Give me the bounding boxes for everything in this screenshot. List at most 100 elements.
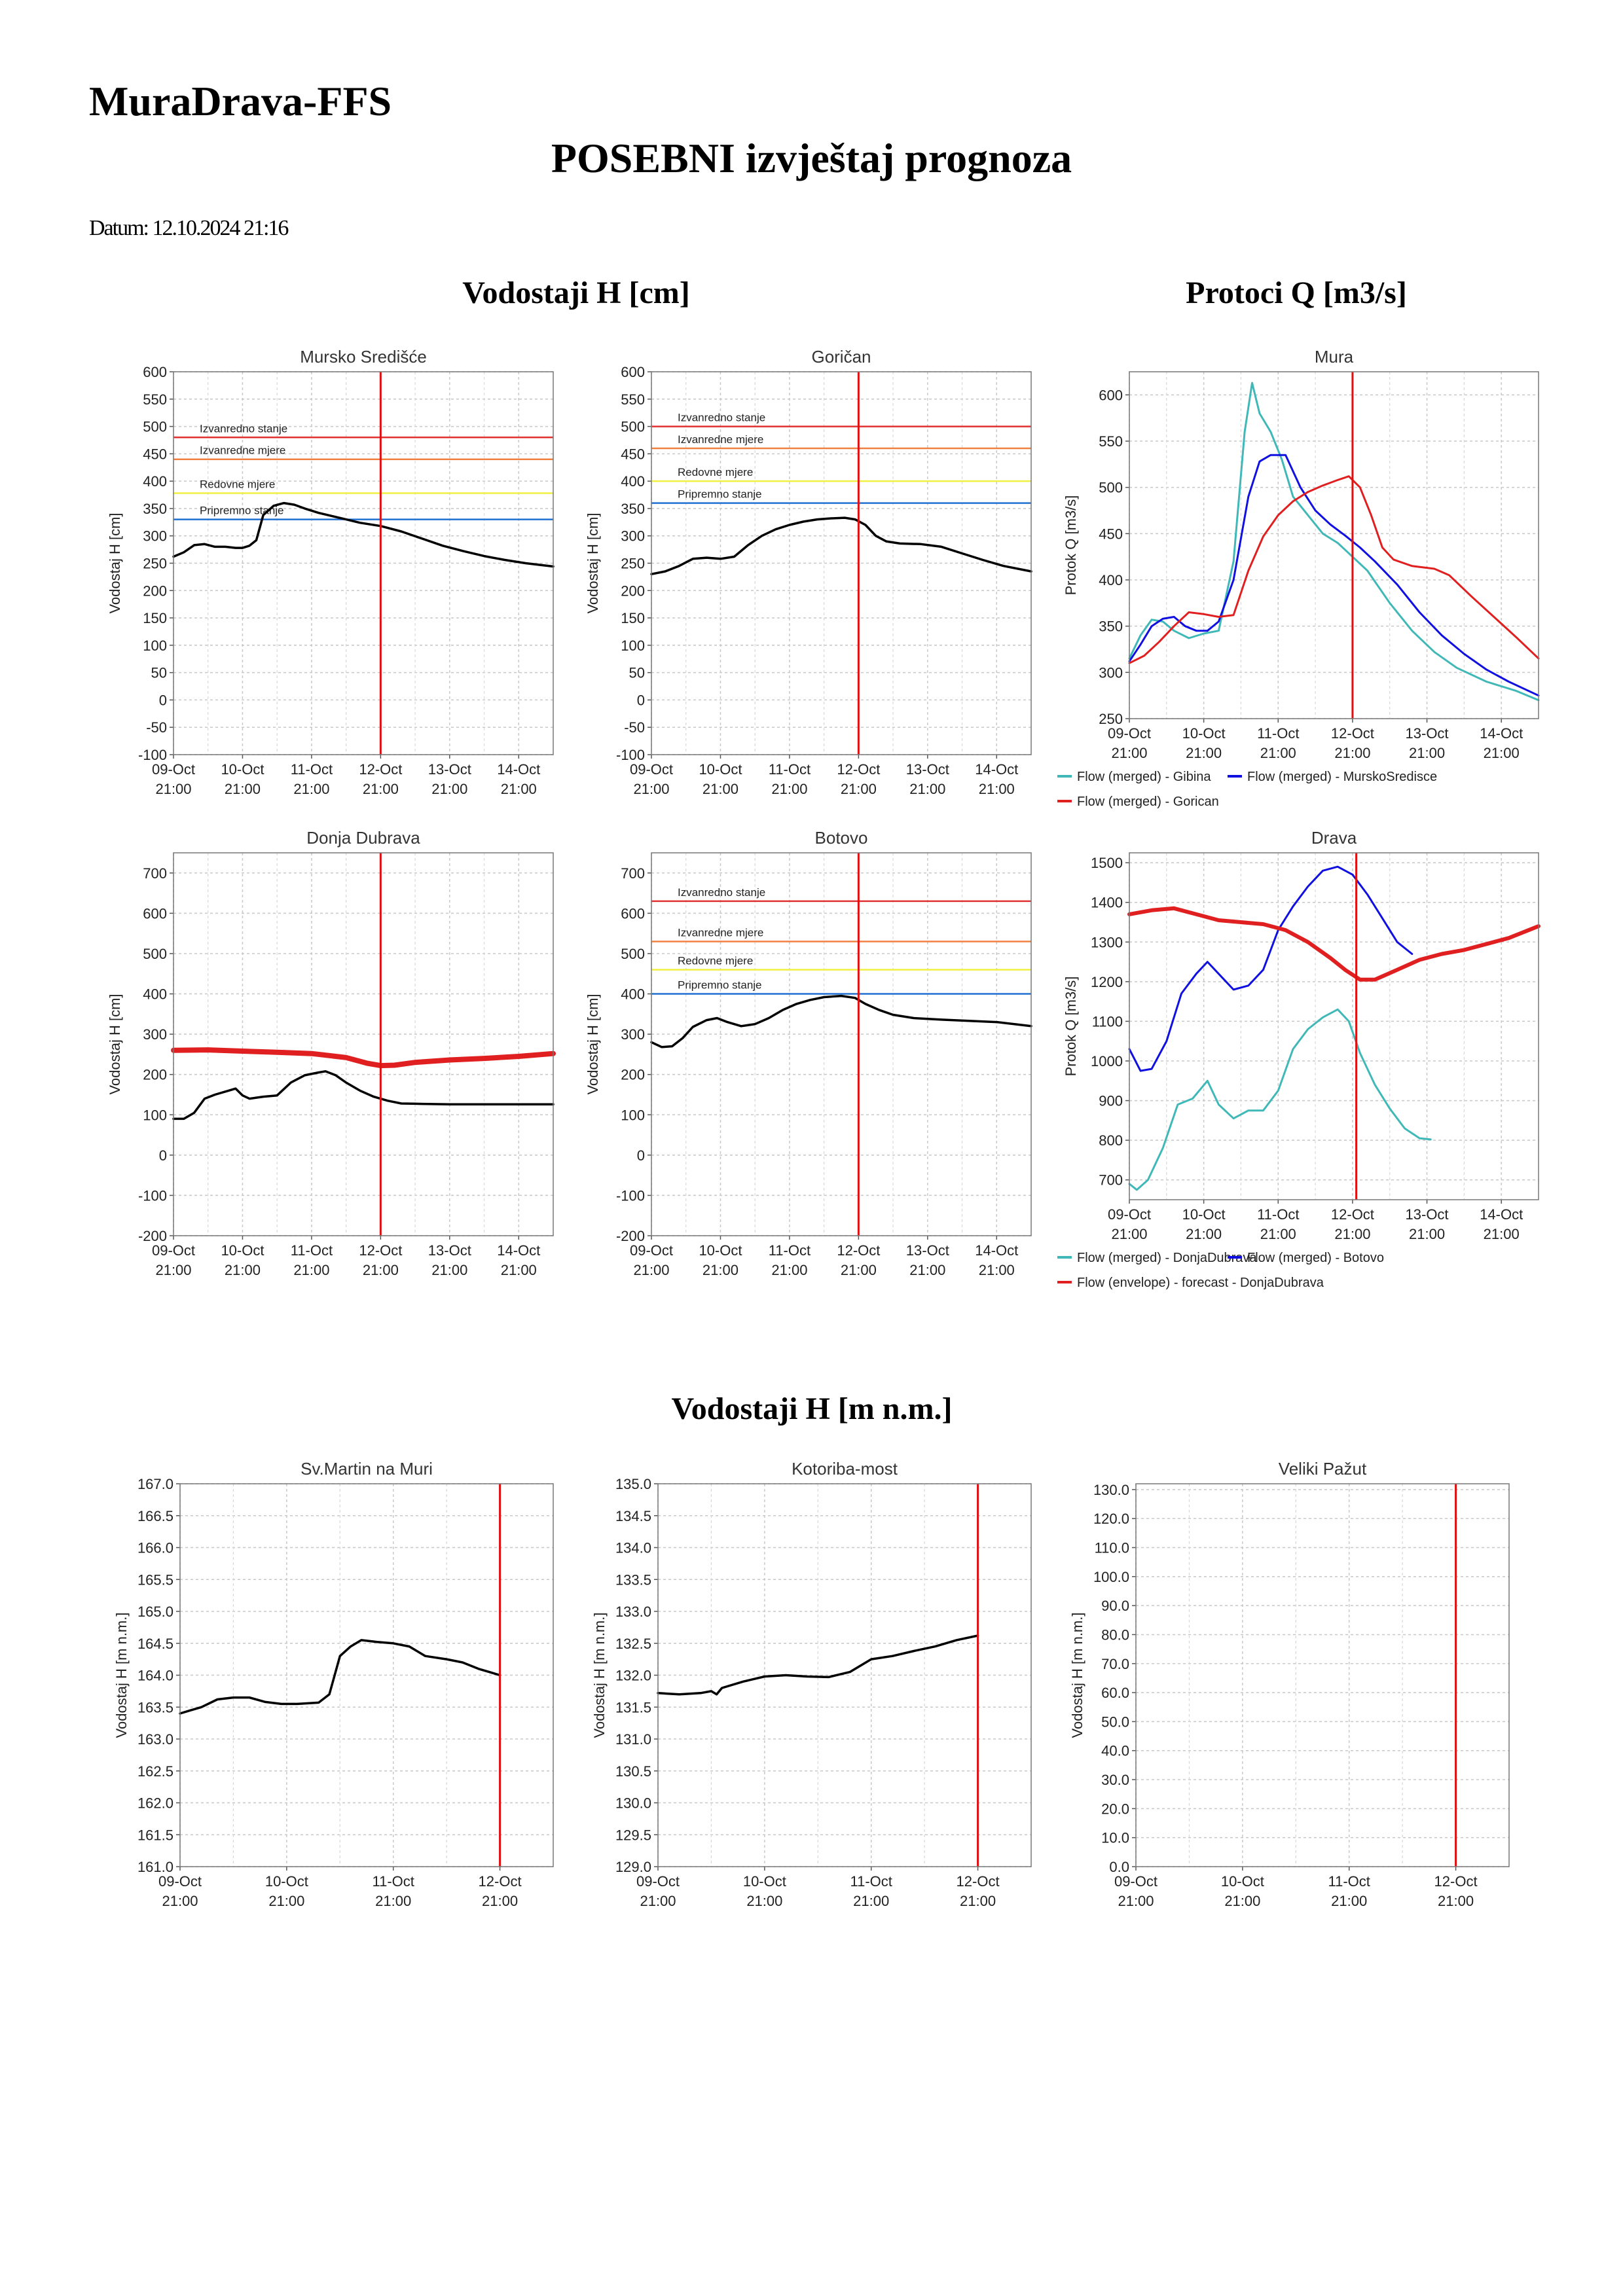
y-tick-label: 150	[143, 610, 167, 626]
y-tick-label: 162.0	[137, 1795, 173, 1812]
x-tick-label: 21:00	[375, 1893, 411, 1909]
y-tick-label: 100	[621, 1107, 645, 1123]
x-tick-label: 11-Oct	[291, 761, 333, 778]
x-tick-label: 11-Oct	[373, 1873, 414, 1890]
x-tick-label: 10-Oct	[221, 1242, 264, 1259]
x-tick-label: 10-Oct	[221, 761, 264, 778]
y-axis-label: Vodostaj H [m n.m.]	[1069, 1613, 1085, 1738]
y-tick-label: 134.5	[615, 1508, 651, 1524]
x-tick-label: 21:00	[482, 1893, 518, 1909]
y-tick-label: 0	[637, 1147, 645, 1164]
x-tick-label: 21:00	[431, 781, 467, 797]
x-tick-label: 13-Oct	[428, 761, 471, 778]
series-line-0	[1128, 1008, 1432, 1191]
series-line-1	[1128, 865, 1413, 1072]
y-tick-label: 700	[621, 865, 645, 882]
x-tick-label: 21:00	[1409, 745, 1445, 761]
x-tick-label: 21:00	[1438, 1893, 1474, 1909]
y-tick-label: 900	[1099, 1093, 1123, 1109]
x-tick-label: 10-Oct	[699, 761, 742, 778]
x-tick-label: 21:00	[1111, 1226, 1147, 1242]
chart-mursko: Mursko Središće -100 -50 0 50 100 150 200 250 300…	[107, 347, 555, 797]
y-tick-label: 90.0	[1101, 1598, 1129, 1614]
y-tick-label: 300	[143, 528, 167, 545]
x-tick-label: 14-Oct	[1480, 1206, 1523, 1223]
x-tick-label: 21:00	[431, 1262, 467, 1278]
x-tick-label: 21:00	[702, 781, 739, 797]
y-tick-label: 50	[629, 665, 645, 681]
y-tick-label: 110.0	[1095, 1540, 1129, 1556]
plot-frame	[651, 852, 1032, 1236]
plot-frame	[657, 1483, 1032, 1867]
x-tick-label: 21:00	[162, 1893, 198, 1909]
chart-botovo: Botovo -200 -100 0 100 200 300 400 500 600 700 09-O…	[585, 828, 1032, 1278]
y-tick-label: 1200	[1091, 974, 1123, 990]
x-tick-label: 09-Oct	[1108, 1206, 1151, 1223]
x-tick-label: 13-Oct	[428, 1242, 471, 1259]
y-tick-label: 1500	[1091, 855, 1123, 871]
plot-area	[1129, 372, 1539, 719]
x-tick-label: 21:00	[1260, 1226, 1296, 1242]
x-tick-label: 21:00	[1331, 1893, 1367, 1909]
y-tick-label: 0	[159, 692, 167, 708]
x-tick-label: 11-Oct	[1257, 1206, 1299, 1223]
x-tick-label: 21:00	[1186, 1226, 1222, 1242]
y-tick-label: 150	[621, 610, 645, 626]
y-tick-label: 60.0	[1101, 1685, 1129, 1701]
y-tick-label: 250	[621, 556, 645, 572]
legend-item: Flow (merged) - DonjaDubrava	[1077, 1251, 1257, 1265]
threshold-label: Izvanredne mjere	[200, 444, 285, 457]
y-tick-label: 0.0	[1109, 1859, 1129, 1875]
y-tick-label: 162.5	[137, 1763, 173, 1780]
y-tick-label: 450	[621, 446, 645, 462]
series-line-0	[650, 516, 1032, 575]
y-tick-label: 10.0	[1101, 1830, 1129, 1846]
y-tick-label: 400	[143, 986, 167, 1003]
y-tick-label: 132.5	[615, 1636, 651, 1652]
y-tick-label: 600	[143, 364, 167, 380]
x-tick-label: 21:00	[155, 781, 191, 797]
plot-frame	[1135, 1483, 1510, 1867]
y-tick-label: 550	[621, 391, 645, 408]
plot-frame	[1129, 371, 1539, 719]
chart-donja-dubrava: Donja Dubrava -200 -100 0 100 200 300 400 500 600…	[107, 828, 556, 1278]
x-tick-label: 21:00	[293, 1262, 329, 1278]
x-tick-label: 12-Oct	[837, 1242, 880, 1259]
x-tick-label: 11-Oct	[291, 1242, 333, 1259]
x-tick-label: 12-Oct	[957, 1873, 1000, 1890]
y-tick-label: 1100	[1092, 1013, 1123, 1030]
y-tick-label: 100	[143, 637, 167, 654]
chart-title: Botovo	[815, 828, 868, 848]
x-tick-label: 12-Oct	[359, 1242, 402, 1259]
x-tick-label: 21:00	[633, 1262, 669, 1278]
x-tick-label: 21:00	[225, 1262, 261, 1278]
chart-title: Sv.Martin na Muri	[301, 1459, 433, 1479]
series-line-2	[1127, 906, 1541, 982]
y-tick-label: -100	[138, 1187, 167, 1204]
y-tick-label: 500	[1099, 480, 1123, 496]
threshold-label: Redovne mjere	[678, 466, 753, 478]
chart-veliki-pazut: Veliki Pažut 0.0 10.0 20.0 30.0 40.0 50.0 60.0 7…	[1069, 1459, 1510, 1909]
threshold-label: Redovne mjere	[678, 955, 753, 967]
x-tick-label: 21:00	[633, 781, 669, 797]
x-tick-label: 14-Oct	[975, 1242, 1018, 1259]
series-line-0	[650, 994, 1032, 1049]
y-tick-label: 300	[143, 1026, 167, 1043]
y-tick-label: 131.5	[615, 1699, 651, 1715]
x-tick-label: 21:00	[1484, 1226, 1520, 1242]
plot-frame	[1129, 852, 1539, 1200]
x-tick-label: 21:00	[501, 781, 537, 797]
legend-item: Flow (merged) - Gibina	[1077, 770, 1211, 784]
plot-area	[651, 853, 1031, 1236]
y-tick-label: 500	[621, 946, 645, 962]
y-tick-label: 200	[143, 1067, 167, 1083]
chart-title: Donja Dubrava	[306, 828, 420, 848]
y-tick-label: 500	[143, 419, 167, 435]
y-tick-label: 0	[159, 1147, 167, 1164]
x-tick-label: 14-Oct	[497, 1242, 540, 1259]
x-tick-label: 12-Oct	[1331, 1206, 1374, 1223]
x-tick-label: 21:00	[1334, 1226, 1370, 1242]
x-tick-label: 14-Oct	[497, 761, 540, 778]
plot-frame	[179, 1483, 554, 1867]
y-axis-label: Vodostaj H [cm]	[585, 512, 601, 613]
